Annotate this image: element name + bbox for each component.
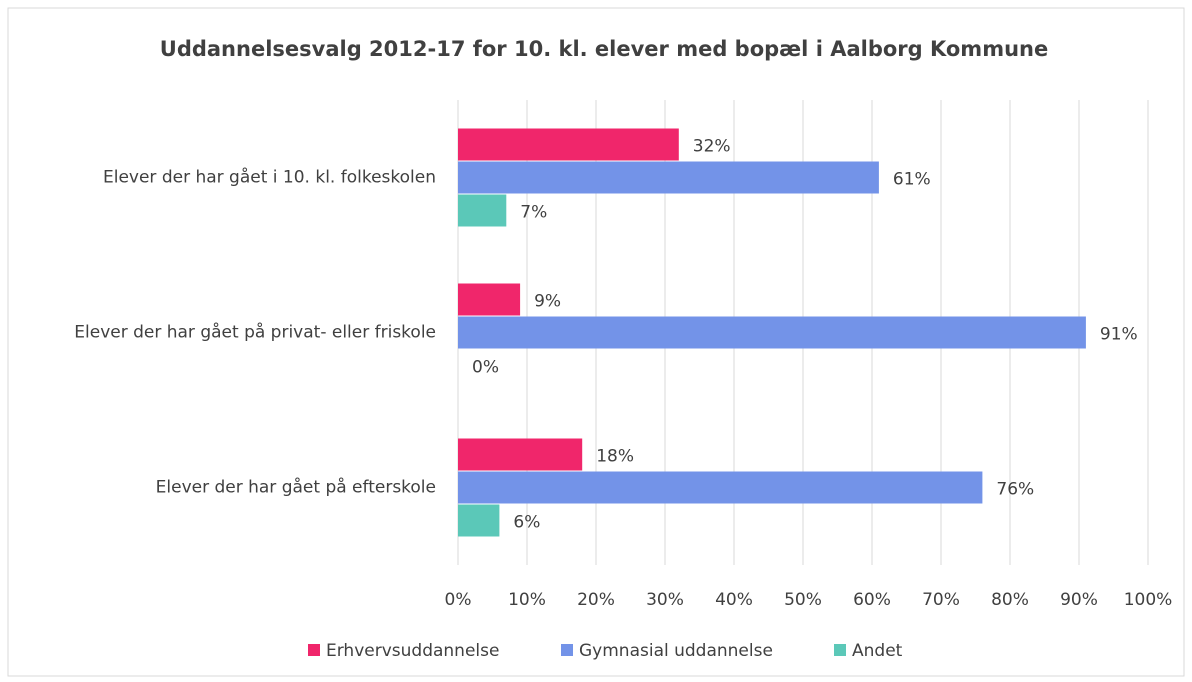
bar — [458, 161, 879, 194]
data-label: 0% — [472, 358, 499, 378]
x-tick-label: 40% — [715, 590, 753, 610]
data-label: 7% — [520, 203, 547, 223]
legend-swatch — [561, 644, 573, 656]
bar — [458, 194, 507, 227]
legend-label: Andet — [852, 641, 903, 661]
bar — [458, 128, 679, 161]
data-label: 76% — [996, 480, 1034, 500]
x-tick-label: 70% — [922, 590, 960, 610]
x-tick-label: 20% — [577, 590, 615, 610]
bar — [458, 283, 521, 316]
legend-swatch — [308, 644, 320, 656]
x-tick-label: 80% — [991, 590, 1029, 610]
bar — [458, 504, 500, 537]
legend-swatch — [834, 644, 846, 656]
x-tick-label: 50% — [784, 590, 822, 610]
x-tick-label: 90% — [1060, 590, 1098, 610]
data-label: 32% — [693, 137, 731, 157]
x-tick-label: 10% — [508, 590, 546, 610]
data-label: 18% — [596, 447, 634, 467]
data-label: 61% — [893, 170, 931, 190]
y-tick-label: Elever der har gået på privat- eller fri… — [74, 322, 436, 343]
x-tick-label: 100% — [1124, 590, 1173, 610]
data-label: 9% — [534, 292, 561, 312]
x-tick-label: 30% — [646, 590, 684, 610]
bar — [458, 438, 583, 471]
legend-label: Gymnasial uddannelse — [579, 641, 773, 661]
bar — [458, 316, 1086, 349]
chart-title: Uddannelsesvalg 2012-17 for 10. kl. elev… — [160, 37, 1048, 61]
bar — [458, 471, 983, 504]
x-tick-label: 60% — [853, 590, 891, 610]
y-tick-label: Elever der har gået på efterskole — [156, 477, 436, 498]
x-tick-label: 0% — [445, 590, 472, 610]
data-label: 6% — [513, 513, 540, 533]
legend-label: Erhvervsuddannelse — [326, 641, 499, 661]
data-label: 91% — [1100, 325, 1138, 345]
y-tick-label: Elever der har gået i 10. kl. folkeskole… — [103, 167, 436, 188]
